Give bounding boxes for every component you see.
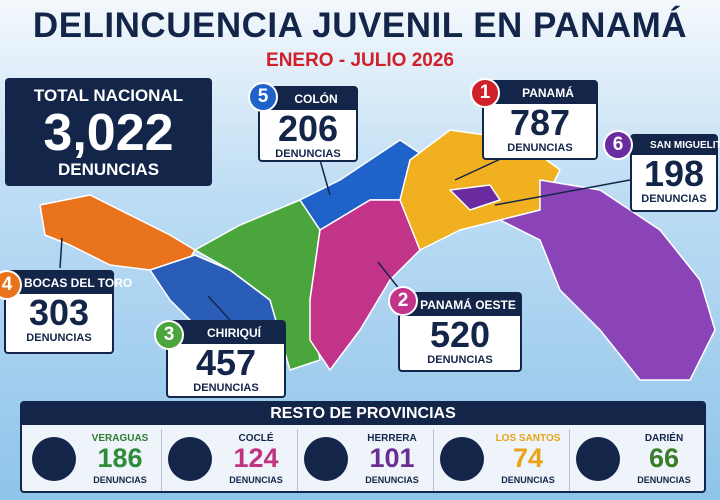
icon — [168, 437, 212, 481]
item-value: 186 — [97, 443, 143, 473]
callout-name: COLÓN — [260, 88, 356, 110]
callout-unit: DENUNCIAS — [26, 332, 92, 344]
item-unit: DENUNCIAS — [501, 475, 555, 485]
item-value: 124 — [233, 443, 279, 473]
item-unit: DENUNCIAS — [229, 475, 283, 485]
rest-item: HERRERA 101 DENUNCIAS — [298, 429, 434, 491]
rank: 5 — [248, 82, 278, 112]
rank: 1 — [470, 78, 500, 108]
callout-value: 303 — [28, 292, 90, 333]
callout-unit: DENUNCIAS — [275, 148, 341, 160]
icon — [440, 437, 484, 481]
callout-value: 787 — [509, 102, 571, 143]
rest-title: RESTO DE PROVINCIAS — [22, 403, 704, 425]
callout-value: 520 — [429, 314, 491, 355]
darien — [499, 179, 716, 381]
icon — [576, 437, 620, 481]
item-unit: DENUNCIAS — [93, 475, 147, 485]
item-value: 101 — [369, 443, 415, 473]
callout-value: 457 — [195, 342, 257, 383]
panama-oeste — [309, 199, 421, 371]
total-value: 3,022 — [43, 104, 174, 162]
callout: CHIRIQUÍ 457 DENUNCIAS — [166, 320, 286, 398]
callout-name: SAN MIGUELITO — [632, 136, 720, 155]
item-unit: DENUNCIAS — [365, 475, 419, 485]
total-box: TOTAL NACIONAL 3,022 DENUNCIAS — [5, 78, 212, 186]
callout-unit: DENUNCIAS — [427, 354, 493, 366]
icon — [304, 437, 348, 481]
rest-item: LOS SANTOS 74 DENUNCIAS — [434, 429, 570, 491]
rest-item: VERAGUAS 186 DENUNCIAS — [26, 429, 162, 491]
rest-item: DARIÉN 66 DENUNCIAS — [570, 429, 706, 491]
rank: 2 — [388, 286, 418, 316]
callout: SAN MIGUELITO198DENUNCIAS — [630, 134, 720, 212]
icon — [32, 437, 76, 481]
item-unit: DENUNCIAS — [637, 475, 691, 485]
item-value: 66 — [648, 443, 680, 473]
rank: 6 — [603, 130, 633, 160]
callout-name: CHIRIQUÍ — [168, 322, 284, 344]
subtitle: ENERO - JULIO 2026 — [266, 50, 454, 71]
rank: 3 — [154, 320, 184, 350]
item-name: COCLÉ — [238, 433, 274, 444]
callout-value: 198 — [643, 153, 705, 194]
callout-unit: DENUNCIAS — [641, 193, 707, 205]
callout-name: BOCAS DEL TORO — [6, 272, 132, 294]
rest-item: COCLÉ 124 DENUNCIAS — [162, 429, 298, 491]
callout-unit: DENUNCIAS — [193, 382, 259, 394]
callout-name: PANAMÁ OESTE — [400, 294, 520, 316]
leader — [377, 261, 401, 291]
callout-unit: DENUNCIAS — [507, 142, 573, 154]
leader — [319, 159, 331, 196]
total-unit: DENUNCIAS — [57, 160, 160, 179]
callout: BOCAS DEL TORO 303 DENUNCIAS — [4, 270, 132, 354]
leader — [207, 295, 231, 321]
item-value: 74 — [512, 443, 544, 473]
total-label: TOTAL NACIONAL — [33, 86, 184, 105]
leader — [59, 237, 63, 269]
san-miguelito — [449, 184, 501, 211]
leader — [494, 179, 631, 206]
item-name: HERRERA — [367, 433, 417, 444]
callout-name: PANAMÁ — [484, 82, 596, 104]
item-name: LOS SANTOS — [495, 433, 561, 444]
callout: PANAMÁ OESTE 520 DENUNCIAS — [398, 292, 522, 372]
rest-panel: RESTO DE PROVINCIAS VERAGUAS 186 DENUNCIAS… — [20, 401, 706, 493]
item-name: DARIÉN — [644, 433, 684, 444]
rank: 4 — [0, 270, 22, 300]
title: DELINCUENCIA JUVENIL EN PANAMÁ — [32, 6, 688, 45]
item-name: VERAGUAS — [91, 433, 149, 444]
callout: PANAMÁ 787 DENUNCIAS — [482, 80, 598, 160]
callout-value: 206 — [277, 108, 339, 149]
